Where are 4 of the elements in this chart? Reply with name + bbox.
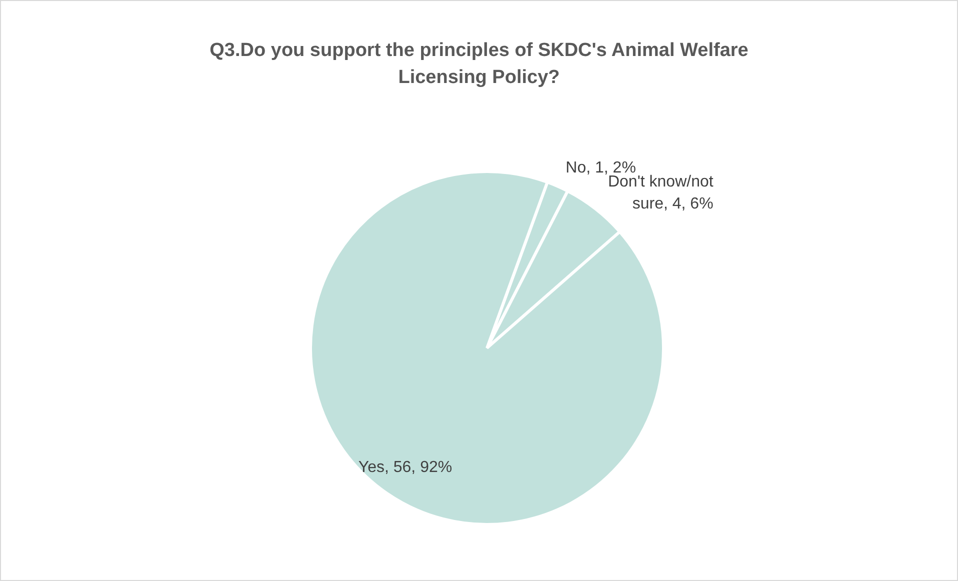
slice-label: Don't know/not sure, 4, 6% <box>608 174 714 213</box>
slice-label: No, 1, 2% <box>566 159 636 176</box>
chart-title: Q3.Do you support the principles of SKDC's Animal Welfare Licensing Policy? <box>208 39 750 90</box>
slice-label: Yes, 56, 92% <box>358 458 452 476</box>
